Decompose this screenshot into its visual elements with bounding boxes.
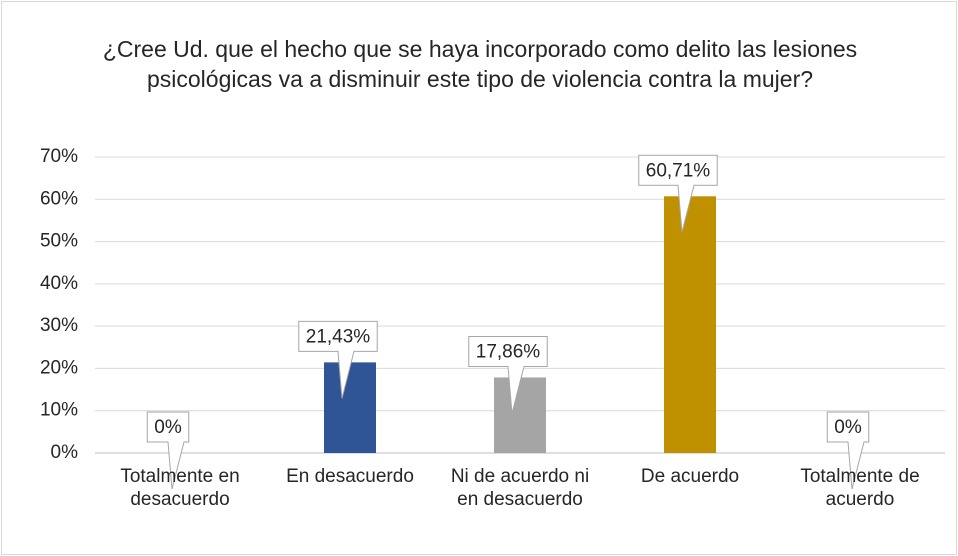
- data-label: 17,86%: [476, 341, 541, 362]
- data-label: 0%: [834, 417, 862, 438]
- data-label-box: [468, 335, 548, 367]
- x-tick-label: Totalmente de acuerdo: [800, 466, 920, 510]
- data-label-box: [146, 411, 190, 443]
- y-tick-label: 40%: [40, 273, 78, 294]
- chart-title: ¿Cree Ud. que el hecho que se haya incor…: [102, 36, 858, 92]
- data-label: 60,71%: [646, 160, 711, 181]
- y-tick-label: 20%: [40, 357, 78, 378]
- x-tick-label: De acuerdo: [640, 466, 740, 487]
- y-tick-label: 0%: [51, 442, 79, 463]
- bar: [494, 377, 546, 453]
- bar: [664, 196, 716, 453]
- x-tick-label: En desacuerdo: [286, 466, 414, 487]
- data-label-box: [298, 320, 378, 352]
- x-tick-label: Ni de acuerdo ni en desacuerdo: [450, 466, 590, 510]
- bar: [324, 362, 376, 453]
- x-tick-label: Totalmente en desacuerdo: [120, 466, 240, 510]
- y-tick-label: 50%: [40, 231, 78, 252]
- y-tick-label: 60%: [40, 188, 78, 209]
- y-tick-label: 30%: [40, 315, 78, 336]
- data-label: 21,43%: [306, 326, 371, 347]
- y-tick-label: 70%: [40, 146, 78, 167]
- data-label-box: [826, 411, 870, 443]
- data-label: 0%: [154, 417, 182, 438]
- data-label-box: [638, 154, 718, 186]
- y-tick-label: 10%: [40, 400, 78, 421]
